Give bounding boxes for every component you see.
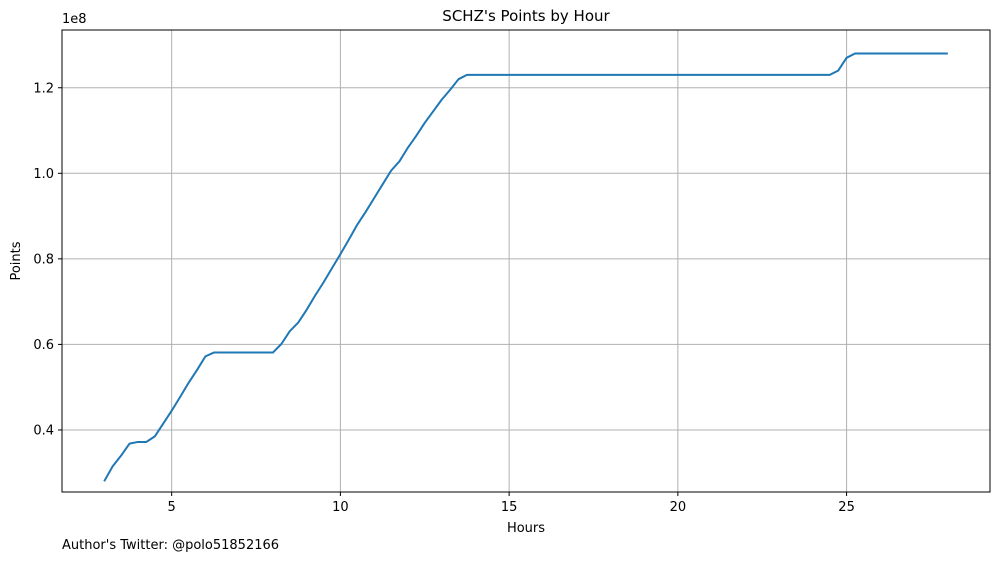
x-axis: 5 10 15 20 25 xyxy=(168,492,855,515)
grid-lines xyxy=(62,30,990,492)
x-tick-label: 15 xyxy=(501,500,518,515)
y-tick-label: 1.0 xyxy=(33,167,54,182)
x-tick-label: 20 xyxy=(670,500,687,515)
y-tick-label: 0.4 xyxy=(33,423,54,438)
series-line xyxy=(103,52,948,482)
series-group xyxy=(103,52,948,482)
y-axis-offset-label: 1e8 xyxy=(62,12,87,27)
x-tick-label: 25 xyxy=(838,500,855,515)
y-axis: 0.4 0.6 0.8 1.0 1.2 xyxy=(33,81,62,438)
author-note: Author's Twitter: @polo51852166 xyxy=(62,538,280,553)
x-tick-label: 10 xyxy=(332,500,349,515)
x-axis-label: Hours xyxy=(507,521,545,536)
y-axis-label: Points xyxy=(9,241,24,280)
y-tick-label: 1.2 xyxy=(33,81,54,96)
y-tick-label: 0.8 xyxy=(33,252,54,267)
chart-title: SCHZ's Points by Hour xyxy=(442,7,610,25)
x-tick-label: 5 xyxy=(168,500,176,515)
y-tick-label: 0.6 xyxy=(33,338,54,353)
plot-frame xyxy=(61,29,991,493)
